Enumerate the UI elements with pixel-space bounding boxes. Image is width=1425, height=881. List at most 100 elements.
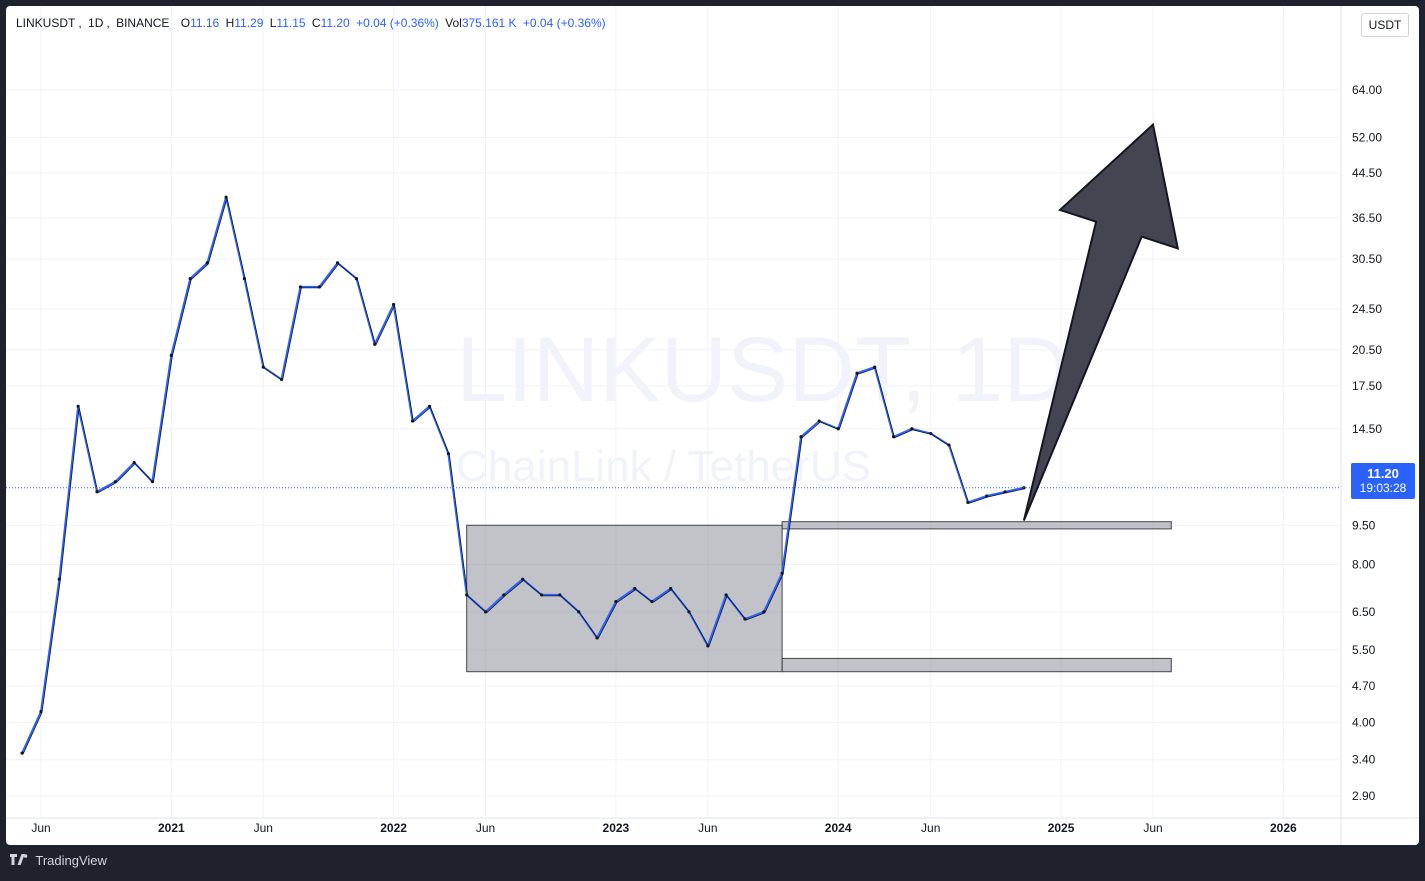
- price-point: [317, 285, 321, 289]
- y-tick-label: 8.00: [1352, 557, 1376, 571]
- low-value: 11.15: [276, 16, 306, 30]
- price-point: [242, 277, 246, 281]
- price-point: [836, 427, 840, 431]
- brand-name[interactable]: TradingView: [35, 853, 107, 868]
- y-tick-label: 4.70: [1352, 679, 1376, 693]
- x-tick-label: 2021: [158, 821, 185, 835]
- price-point: [855, 371, 859, 375]
- price-point: [205, 261, 209, 265]
- support-band: [781, 657, 1172, 673]
- y-tick-label: 5.50: [1352, 643, 1376, 657]
- price-point: [427, 404, 432, 408]
- price-point: [669, 586, 673, 591]
- open-label: O: [180, 16, 191, 30]
- x-tick-label: 2024: [825, 821, 852, 835]
- grid-lines: [6, 6, 1341, 818]
- watermark-subtitle: ChainLink / TetherUS: [456, 442, 871, 491]
- price-point: [799, 435, 803, 439]
- y-tick-label: 30.50: [1352, 252, 1382, 266]
- price-point: [410, 419, 415, 423]
- price-point: [39, 709, 43, 714]
- y-tick-label: 64.00: [1352, 83, 1382, 97]
- price-point: [483, 610, 488, 614]
- price-point: [188, 277, 192, 281]
- price-point: [502, 593, 506, 597]
- y-tick-label: 2.90: [1352, 789, 1376, 803]
- x-tick-label: 2025: [1048, 821, 1075, 835]
- open-value: 11.16: [190, 16, 220, 30]
- price-point: [1003, 490, 1007, 494]
- y-tick-label: 52.00: [1352, 130, 1382, 144]
- price-point: [373, 342, 377, 346]
- price-point: [76, 404, 80, 408]
- price-chart[interactable]: LINKUSDT, 1D ChainLink / TetherUS Jun 202…: [6, 6, 1419, 845]
- chart-frame[interactable]: LINKUSDT, 1D ChainLink / TetherUS Jun 202…: [6, 6, 1419, 845]
- price-point: [633, 586, 637, 591]
- price-point: [298, 285, 303, 289]
- symbol-name[interactable]: LINKUSDT: [16, 16, 76, 30]
- price-point: [446, 452, 451, 456]
- footer: TradingView: [10, 853, 107, 868]
- close-label: C: [311, 16, 321, 30]
- price-point: [169, 353, 173, 357]
- change-value: +0.04 (+0.36%): [356, 16, 439, 30]
- price-point: [985, 494, 989, 498]
- price-point: [780, 571, 784, 575]
- x-tick-label: Jun: [1143, 821, 1162, 835]
- y-tick-label: 14.50: [1352, 422, 1382, 436]
- vol-value: 375.161 K: [461, 16, 517, 30]
- up-arrow-annotation[interactable]: [1022, 122, 1180, 521]
- interval[interactable]: 1D: [88, 16, 104, 30]
- price-point: [261, 365, 265, 369]
- price-point: [521, 577, 525, 581]
- price-point: [354, 277, 359, 281]
- price-point: [595, 636, 599, 640]
- price-point: [577, 610, 581, 614]
- y-tick-label: 17.50: [1352, 379, 1382, 393]
- x-tick-label: 2023: [603, 821, 630, 835]
- price-point: [743, 617, 747, 621]
- x-tick-label: Jun: [254, 821, 273, 835]
- watermark-title: LINKUSDT, 1D: [456, 319, 1070, 421]
- price-point: [465, 593, 469, 597]
- x-tick-label: 2022: [380, 821, 407, 835]
- vol-change: +0.04 (+0.36%): [522, 16, 606, 30]
- y-tick-label: 44.50: [1352, 166, 1382, 180]
- price-point: [947, 443, 951, 447]
- price-point: [687, 610, 691, 614]
- last-price: 11.20: [1367, 466, 1399, 481]
- symbol-legend: LINKUSDT, 1D, BINANCE O11.16 H11.29 L11.…: [16, 16, 606, 30]
- price-point: [539, 593, 544, 597]
- bar-countdown: 19:03:28: [1359, 481, 1407, 495]
- range-box: [466, 524, 783, 673]
- time-axis[interactable]: Jun 2021 Jun 2022 Jun 2023 Jun 2024 Jun 2025 Jun 20…: [6, 817, 1419, 835]
- close-value: 11.20: [320, 16, 350, 30]
- price-axis[interactable]: 64.00 52.00 44.50 36.50 30.50 24.50 20.50 17.50…: [1340, 6, 1382, 845]
- price-point: [558, 593, 562, 597]
- price-point: [614, 599, 618, 604]
- x-tick-label: 2026: [1270, 821, 1297, 835]
- last-price-tag: 11.20 19:03:28: [1351, 463, 1415, 499]
- x-tick-label: Jun: [698, 821, 717, 835]
- price-point: [762, 610, 766, 614]
- price-point: [224, 195, 228, 199]
- tradingview-logo-icon[interactable]: [10, 853, 28, 868]
- price-point: [910, 427, 914, 431]
- price-point: [20, 751, 24, 755]
- x-tick-label: Jun: [31, 821, 50, 835]
- y-tick-label: 20.50: [1352, 343, 1382, 357]
- price-point: [873, 365, 877, 369]
- y-tick-label: 24.50: [1352, 302, 1382, 316]
- watermark: LINKUSDT, 1D ChainLink / TetherUS: [456, 319, 1070, 491]
- high-label: H: [225, 16, 235, 30]
- price-point: [95, 490, 99, 494]
- price-point: [706, 644, 710, 648]
- price-point: [817, 419, 821, 423]
- y-tick-label: 6.50: [1352, 605, 1376, 619]
- price-point: [335, 261, 340, 265]
- y-tick-label: 3.40: [1352, 753, 1376, 767]
- currency-button[interactable]: USDT: [1361, 13, 1409, 37]
- price-point: [132, 461, 136, 465]
- zones: [466, 521, 1172, 673]
- price-series: [20, 195, 1026, 755]
